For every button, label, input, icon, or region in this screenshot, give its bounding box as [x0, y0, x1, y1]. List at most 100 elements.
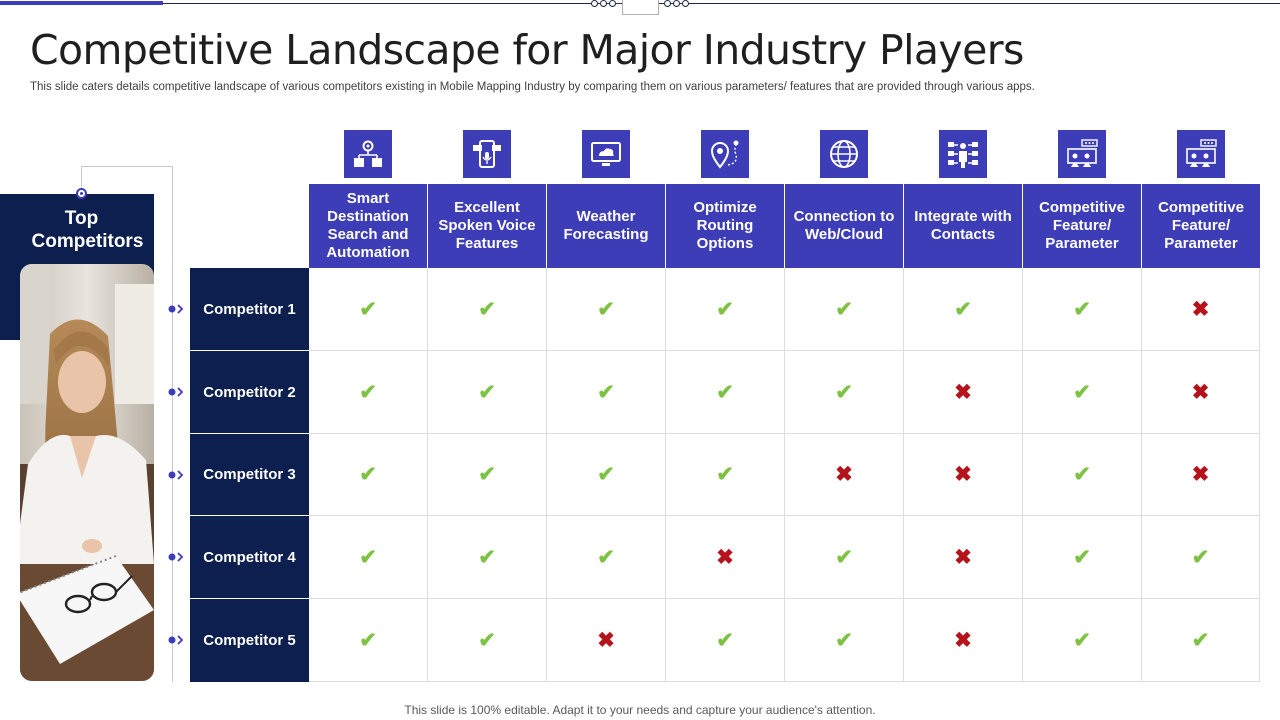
- deco-dot: [682, 0, 689, 7]
- table-cell: ✔: [904, 268, 1023, 351]
- check-icon: ✔: [478, 463, 496, 486]
- table-cell: ✔: [666, 351, 785, 434]
- column-header: Optimize Routing Options: [666, 184, 785, 268]
- row-label: Competitor 1: [190, 268, 309, 351]
- check-icon: ✔: [835, 380, 853, 404]
- top-connector-decoration: [588, 0, 692, 16]
- check-icon: ✔: [1191, 628, 1210, 652]
- table-cell: ✔: [666, 599, 785, 682]
- table-cell: ✔: [785, 268, 904, 351]
- table-cell: ✖: [666, 516, 785, 599]
- table-cell: ✔: [785, 599, 904, 682]
- check-icon: ✔: [1073, 545, 1091, 569]
- connector-line: [172, 166, 173, 682]
- team-board-icon-glyph: [1186, 139, 1217, 167]
- check-icon: ✔: [478, 380, 496, 404]
- slide-subtitle: This slide caters details competitive la…: [30, 81, 1035, 93]
- table-cell: ✖: [785, 434, 904, 516]
- table-cell: ✖: [904, 434, 1023, 516]
- table-cell: ✔: [547, 268, 666, 351]
- connector-line: [81, 166, 173, 167]
- check-icon: ✔: [954, 297, 972, 321]
- cross-icon: ✖: [1191, 297, 1210, 321]
- table-cell: ✔: [1142, 516, 1260, 599]
- row-bullet-icon: [168, 470, 184, 480]
- comparison-table: Smart Destination Search and Automation …: [190, 184, 1260, 682]
- slide-title: Competitive Landscape for Major Industry…: [30, 26, 1024, 74]
- table-cell: ✔: [428, 599, 547, 682]
- connector-line: [81, 166, 82, 193]
- connector-knob: [76, 188, 87, 199]
- cross-icon: ✖: [1191, 463, 1210, 486]
- contacts-network-icon: [939, 130, 987, 178]
- top-tab-box: [622, 0, 659, 15]
- row-label: Competitor 4: [190, 516, 309, 599]
- check-icon: ✔: [1073, 463, 1091, 486]
- cross-icon: ✖: [954, 545, 972, 569]
- check-icon: ✔: [1073, 628, 1091, 652]
- route-pin-icon: [701, 130, 749, 178]
- cross-icon: ✖: [835, 463, 853, 486]
- cross-icon: ✖: [954, 628, 972, 652]
- row-label: Competitor 3: [190, 434, 309, 516]
- column-header: Integrate with Contacts: [904, 184, 1023, 268]
- cross-icon: ✖: [954, 463, 972, 486]
- team-board-icon: [1177, 130, 1225, 178]
- photo-illustration: [20, 264, 154, 681]
- footer-note: This slide is 100% editable. Adapt it to…: [404, 703, 876, 717]
- check-icon: ✔: [597, 297, 615, 321]
- panel-title-text: Top Competitors: [31, 208, 144, 252]
- table-cell: ✖: [1142, 434, 1260, 516]
- check-icon: ✔: [359, 463, 377, 486]
- voice-device-icon: [463, 130, 511, 178]
- check-icon: ✔: [1073, 380, 1091, 404]
- cross-icon: ✖: [1191, 380, 1210, 404]
- check-icon: ✔: [597, 545, 615, 569]
- table-cell: ✔: [428, 434, 547, 516]
- check-icon: ✔: [1191, 545, 1210, 569]
- deco-dot: [673, 0, 680, 7]
- check-icon: ✔: [716, 628, 734, 652]
- row-bullet-icon: [168, 304, 184, 314]
- table-cell: ✔: [309, 434, 428, 516]
- businesswoman-photo: [20, 264, 154, 681]
- table-cell: ✔: [547, 516, 666, 599]
- table-cell: ✔: [666, 434, 785, 516]
- row-bullet-icon: [168, 635, 184, 645]
- check-icon: ✔: [478, 545, 496, 569]
- table-cell: ✖: [1142, 351, 1260, 434]
- table-cell: ✔: [309, 516, 428, 599]
- cross-icon: ✖: [597, 628, 615, 652]
- table-cell: ✖: [904, 351, 1023, 434]
- check-icon: ✔: [597, 463, 615, 486]
- table-cell: ✔: [1023, 434, 1142, 516]
- check-icon: ✔: [716, 297, 734, 321]
- check-icon: ✔: [716, 380, 734, 404]
- table-cell: ✔: [1023, 351, 1142, 434]
- table-cell: ✔: [309, 268, 428, 351]
- voice-device-icon-glyph: [473, 140, 501, 168]
- table-cell: ✔: [785, 351, 904, 434]
- contacts-network-icon-glyph: [948, 142, 978, 168]
- check-icon: ✔: [359, 380, 377, 404]
- check-icon: ✔: [835, 545, 853, 569]
- globe-icon-glyph: [830, 140, 858, 168]
- check-icon: ✔: [359, 545, 377, 569]
- row-label: Competitor 2: [190, 351, 309, 434]
- check-icon: ✔: [478, 628, 496, 652]
- table-cell: ✔: [1142, 599, 1260, 682]
- top-accent-bar: [0, 1, 163, 5]
- gear-network-icon: [344, 130, 392, 178]
- deco-dot: [600, 0, 607, 7]
- cross-icon: ✖: [954, 380, 972, 404]
- deco-dot: [609, 0, 616, 7]
- deco-dot: [591, 0, 598, 7]
- column-header: Connection to Web/Cloud: [785, 184, 904, 268]
- cross-icon: ✖: [716, 545, 734, 569]
- check-icon: ✔: [478, 297, 496, 321]
- table-cell: ✔: [1023, 268, 1142, 351]
- table-cell: ✔: [428, 268, 547, 351]
- column-header: Competitive Feature/ Parameter: [1023, 184, 1142, 268]
- table-cell: ✔: [428, 351, 547, 434]
- weather-monitor-icon-glyph: [591, 142, 621, 166]
